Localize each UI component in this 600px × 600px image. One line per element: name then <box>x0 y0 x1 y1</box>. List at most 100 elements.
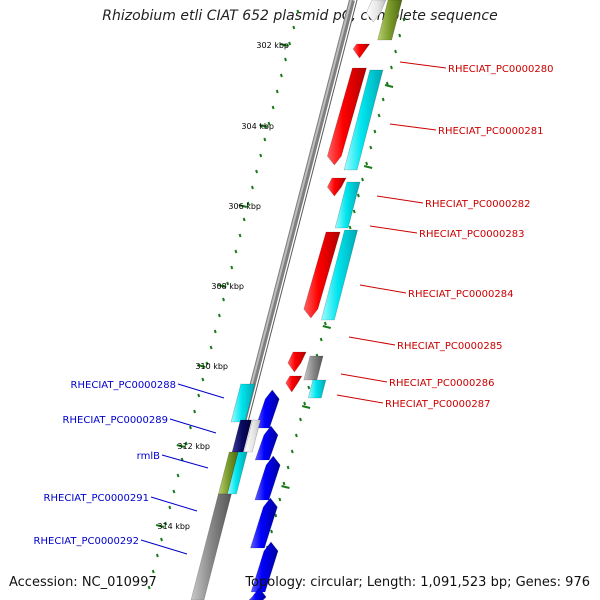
minor-tick <box>274 513 278 518</box>
minor-tick <box>168 505 172 510</box>
accession-text: Accession: NC_010997 <box>9 575 157 590</box>
minor-tick <box>398 33 402 38</box>
minor-tick <box>259 153 263 158</box>
gene-arrow-blue <box>250 497 278 549</box>
minor-tick <box>356 193 360 198</box>
minor-tick <box>205 361 209 366</box>
minor-tick <box>160 537 163 542</box>
gene-block-olive <box>377 0 403 41</box>
minor-tick <box>267 121 271 126</box>
major-tick <box>238 204 248 208</box>
gene-arrow-blue <box>254 425 279 461</box>
leader-line <box>376 195 424 204</box>
tick-label: 302 kbp <box>256 41 289 50</box>
minus-strand-labels: RHECIAT_PC0000288 RHECIAT_PC0000289 rmlB… <box>34 380 176 547</box>
minor-tick <box>246 201 250 206</box>
minor-tick <box>222 297 225 302</box>
minor-tick <box>271 105 275 110</box>
major-tick <box>281 485 290 489</box>
gene-label[interactable]: RHECIAT_PC0000286 <box>389 378 494 389</box>
gene-label[interactable]: rmlB <box>137 451 160 462</box>
gene-arrow-red <box>327 177 347 197</box>
gene-label[interactable]: RHECIAT_PC0000284 <box>408 289 513 300</box>
minor-tick <box>307 385 311 390</box>
gene-label[interactable]: RHECIAT_PC0000280 <box>448 64 553 75</box>
tick-label: 312 kbp <box>177 442 210 451</box>
major-tick <box>363 165 373 169</box>
gene-label[interactable]: RHECIAT_PC0000288 <box>71 380 176 391</box>
minor-tick <box>209 345 213 350</box>
minor-tick <box>369 145 373 150</box>
leader-line <box>348 336 396 346</box>
leader-line <box>177 383 225 399</box>
minor-tick <box>294 433 298 438</box>
leader-line <box>150 496 198 512</box>
gene-arrow-blue <box>254 455 281 501</box>
gene-block-cyan <box>307 379 327 399</box>
minor-tick <box>238 233 242 238</box>
minor-tick <box>402 17 406 22</box>
gene-label[interactable]: RHECIAT_PC0000282 <box>425 199 530 210</box>
gene-label[interactable]: RHECIAT_PC0000283 <box>419 229 524 240</box>
minor-tick <box>230 265 234 270</box>
tick-labels: 302 kbp 304 kbp 306 kbp 308 kbp 310 kbp … <box>157 41 289 531</box>
tick-label: 304 kbp <box>241 122 274 131</box>
gene-arrow-blue <box>248 587 267 600</box>
leader-line <box>389 123 437 131</box>
gene-features <box>190 0 403 600</box>
gene-block-gray <box>190 493 232 600</box>
minor-tick <box>288 41 292 46</box>
gene-label[interactable]: RHECIAT_PC0000281 <box>438 126 543 137</box>
minor-tick <box>282 481 286 486</box>
minor-tick <box>176 473 180 478</box>
gene-block-gray <box>303 355 324 381</box>
gene-arrow-red <box>327 67 367 166</box>
minor-tick <box>242 217 246 222</box>
leader-line <box>140 539 188 555</box>
minor-tick <box>189 425 192 430</box>
gene-block-cyan <box>343 69 384 171</box>
minor-tick <box>226 281 230 286</box>
gene-label[interactable]: RHECIAT_PC0000285 <box>397 341 502 352</box>
minor-tick <box>263 137 267 142</box>
tick-label: 314 kbp <box>157 522 190 531</box>
minor-tick <box>348 225 352 230</box>
leader-line <box>369 225 418 234</box>
minor-tick <box>251 185 254 190</box>
gene-label[interactable]: RHECIAT_PC0000289 <box>63 415 168 426</box>
leader-line <box>336 394 384 404</box>
gene-arrow-red <box>285 375 303 393</box>
label-leaders <box>140 61 447 555</box>
gene-arrow-blue <box>255 389 280 429</box>
major-tick <box>176 444 186 448</box>
leader-line <box>161 454 209 469</box>
major-tick <box>259 124 268 128</box>
gene-label[interactable]: RHECIAT_PC0000291 <box>44 493 149 504</box>
leader-line <box>169 418 217 434</box>
gene-block-cyan <box>334 181 361 229</box>
minor-tick <box>193 409 197 414</box>
leader-line <box>359 284 407 294</box>
major-tick <box>217 284 227 288</box>
minor-tick <box>147 585 151 590</box>
plus-strand-labels: RHECIAT_PC0000280 RHECIAT_PC0000281 RHEC… <box>385 64 553 410</box>
gene-label[interactable]: RHECIAT_PC0000292 <box>34 536 139 547</box>
gene-arrow-white <box>365 0 387 23</box>
major-tick <box>384 84 394 88</box>
tick-label: 310 kbp <box>195 362 228 371</box>
gene-label[interactable]: RHECIAT_PC0000287 <box>385 399 490 410</box>
minor-tick <box>296 9 300 14</box>
minor-tick <box>303 401 307 406</box>
minor-tick <box>323 321 327 326</box>
minor-tick <box>292 25 296 30</box>
minor-tick <box>201 377 205 382</box>
gene-arrow-red <box>287 351 307 373</box>
leader-line <box>399 61 447 69</box>
minor-tick <box>172 489 176 494</box>
gene-arrow-red <box>303 231 341 319</box>
minor-tick <box>361 177 364 182</box>
minor-tick <box>275 89 279 94</box>
minor-tick <box>270 529 274 534</box>
